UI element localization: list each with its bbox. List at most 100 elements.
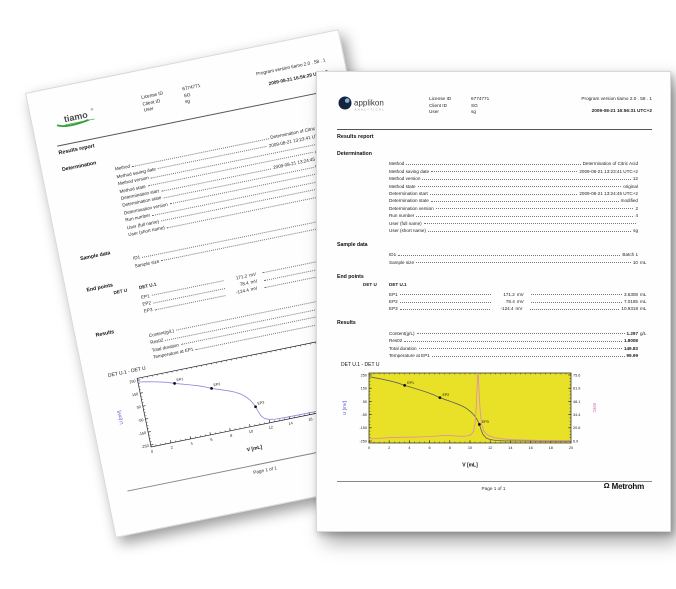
report-row: Method saving date 2009-08-21 13:23:41 UT… [389,166,652,174]
report-header: tiamo ® License ID 6774771 Client ID SG Us… [50,56,331,145]
row-value: -124.4 [235,287,250,296]
metrohm-logo: Ω Metrohm [604,481,645,491]
titration-chart-front: DET U.1 - DET U 0 2 4 6 8 10 12 14 16 18 20 250 150 5… [339,362,597,474]
svg-text:14: 14 [508,446,512,450]
report-row: Determination start 2009-08-21 13:24:45 U… [389,189,652,196]
dotted-leader [416,215,634,217]
dotted-leader [428,230,632,232]
svg-text:250: 250 [129,379,136,384]
report-row: Run number 4 [389,211,652,218]
row-label: ID1 [389,252,397,258]
svg-text:18: 18 [549,446,553,450]
dotted-leader [398,254,621,256]
row-value: 10 [632,259,638,265]
dotted-leader [417,186,622,188]
dotted-leader [399,308,490,310]
row-label: Method [389,161,405,167]
user-value: sg [184,98,191,105]
dotted-leader [422,178,631,180]
dotted-leader [530,294,622,296]
program-version: Program version tiamo 2.0 . 58 . 1 [581,96,652,101]
header-info-block: License ID 6774771 Client ID SG User sg [141,83,204,114]
row-label: Total duration [389,345,417,351]
report-row: Total duration 149.83 [389,343,652,351]
svg-text:8: 8 [449,446,451,450]
svg-text:6.9: 6.9 [573,439,578,443]
dotted-leader [418,348,622,350]
svg-text:61.9: 61.9 [573,387,580,391]
row-unit-2: mL [640,291,647,297]
report-row: User (short name) sg [389,226,652,233]
dotted-leader [430,200,619,202]
report-header: applikon ANALYTICAL License ID 6774771 Cl… [337,94,652,128]
endpoint-marker [438,396,442,400]
svg-text:14: 14 [288,421,293,426]
svg-text:-150: -150 [359,426,367,430]
svg-text:34.4: 34.4 [573,413,580,417]
x-axis-label: V [mL] [462,463,478,469]
applikon-logo-text: applikon [354,99,384,108]
report-section: Determination Method Determination of Citr… [337,151,652,233]
row-unit: mV [516,298,524,304]
applikon-logo-subtext: ANALYTICAL [355,108,386,112]
applikon-logo-graphic: applikon ANALYTICAL [338,96,386,112]
endpoints-subheader: DET U DET U.1 [337,282,652,287]
row-value: sg [633,227,638,233]
report-row: Method version 12 [389,174,652,181]
endpoint-label: EP3 [257,400,264,405]
header-divider [337,129,652,130]
row-label: User (full name) [389,220,422,226]
section-heading: End points [337,273,364,280]
client-id-value: SG [471,102,478,108]
license-id-label: License ID [429,96,452,101]
endpoint-marker [210,386,213,390]
row-value: 2009-08-21 13:24:45 UTC+2 [579,190,638,196]
row-value: 78.4 [505,298,515,304]
row-label: Determination start [389,190,428,196]
svg-text:250: 250 [361,373,367,377]
svg-text:20.6: 20.6 [573,426,580,430]
front-report-page: applikon ANALYTICAL License ID 6774771 Cl… [316,71,671,532]
chart-title: DET U.1 - DET U [341,362,380,368]
svg-text:2: 2 [388,446,390,450]
license-id-value: 6774771 [471,96,490,101]
report-row: Determination state modified [389,196,652,203]
row-value: 149.83 [623,345,638,351]
titration-curve-plot: 0 2 4 6 8 10 12 14 16 18 20 250 150 50 -50 -150 -250 75.6… [342,372,597,469]
row-label: Determination state [389,198,429,204]
dotted-leader [406,164,581,165]
measurement-curve [137,381,349,420]
dotted-leader [529,308,620,310]
row-value: 12 [632,176,638,182]
svg-text:20: 20 [569,446,573,450]
tiamo-logo-graphic: tiamo ® [56,107,95,127]
client-id-label: Client ID [429,102,447,108]
row-unit-2: mL [640,306,647,312]
header-info-block: License ID 6774771 Client ID SG User sg [429,96,489,116]
page-number: Page 1 of 1 [481,486,506,491]
row-value: 1.297 [626,330,639,336]
svg-text:150: 150 [361,387,367,391]
row-label: EP3 [143,307,153,314]
svg-text:-50: -50 [362,413,368,417]
y-axis-label-left: U [mV] [116,410,124,425]
endpoint-label: EP2 [213,382,220,387]
report-row: Method Determination of Citric Acid [389,159,652,166]
svg-text:75.6: 75.6 [573,373,580,377]
svg-text:50: 50 [136,405,141,410]
row-label: EP2 [389,298,398,304]
measurement-curve [368,376,571,442]
report-row: Temperature at EP1 99.99 [389,351,652,358]
section-heading: Results [337,320,356,327]
y-axis-label-right: ERC [592,403,597,413]
svg-text:-250: -250 [359,439,367,443]
endpoint-label: EP1 [407,381,414,385]
header-version-block: Program version tiamo 2.0 . 58 . 1 2009-… [581,96,652,113]
